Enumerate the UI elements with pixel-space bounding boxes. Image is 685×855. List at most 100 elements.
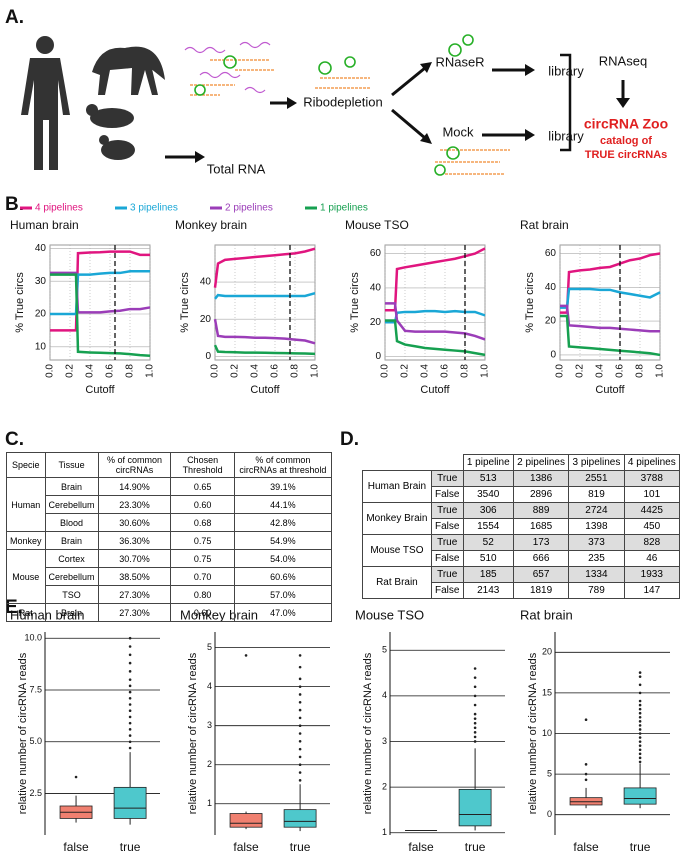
x-tick-label: 0.2 — [400, 364, 411, 378]
outlier — [128, 661, 132, 665]
x-tick-label: 0.4 — [595, 364, 606, 378]
table-cell: 2724 — [568, 502, 625, 519]
outlier — [128, 734, 132, 737]
outlier — [473, 726, 477, 730]
outlier — [298, 747, 302, 751]
y-tick-label: 3 — [207, 720, 212, 730]
table-cell: TSO — [44, 585, 99, 604]
table-cell: 42.8% — [233, 513, 333, 532]
outlier — [638, 752, 642, 756]
group-cell: Rat Brain — [362, 566, 432, 599]
chart-title: Mouse TSO — [345, 218, 409, 232]
y-tick-label: 10 — [35, 341, 47, 352]
outlier — [128, 653, 132, 657]
y-axis-label: relative number of circRNA reads — [527, 652, 539, 814]
line-series — [50, 250, 150, 332]
y-tick-label: 40 — [370, 283, 382, 294]
table-cell: 39.1% — [233, 477, 333, 496]
y-tick-label: 10.0 — [24, 633, 42, 643]
x-tick-label: 0.0 — [45, 364, 56, 378]
line-series — [50, 271, 151, 314]
rat-silhouette — [90, 108, 134, 128]
table-cell: 101 — [623, 486, 681, 503]
outlier — [298, 771, 302, 774]
header-cell: % of common circRNAs — [97, 452, 172, 478]
x-axis-label: Cutoff — [250, 384, 280, 396]
table-cell: 666 — [512, 550, 570, 567]
y-axis-label: relative number of circRNA reads — [362, 652, 374, 814]
outlier — [638, 720, 642, 723]
table-cell: 23.30% — [97, 495, 172, 514]
table-row: False 2143 1819 789 147 — [363, 582, 681, 599]
x-tick-label: 0.6 — [615, 364, 626, 378]
chart-title: Rat brain — [520, 218, 569, 232]
outlier — [638, 736, 642, 739]
x-tick-label: 0.8 — [290, 364, 301, 378]
outlier — [638, 675, 642, 678]
table-cell: 657 — [512, 566, 570, 583]
table-cell: 57.0% — [233, 585, 333, 604]
specie-cell: Rat — [6, 603, 46, 622]
table-cell: 36.30% — [97, 531, 172, 550]
outlier — [473, 685, 477, 689]
outlier — [74, 775, 78, 779]
y-tick-label: 40 — [35, 243, 47, 254]
table-cell: 0.70 — [170, 567, 235, 586]
table-row: Monkey Brain True 306 889 2724 4425 — [362, 502, 681, 535]
y-tick-label: 20 — [545, 316, 557, 327]
x-tick-label: 0.4 — [250, 364, 261, 378]
human-silhouette — [21, 58, 70, 170]
chart-title: Monkey brain — [175, 218, 247, 232]
outlier — [638, 740, 642, 743]
table-cell: 3788 — [623, 470, 681, 487]
x-tick-label: 0.0 — [555, 364, 566, 378]
mouse-head — [99, 135, 109, 145]
line-series — [213, 344, 316, 356]
x-tick-label: 1.0 — [655, 364, 666, 378]
outlier — [128, 721, 132, 725]
line-series — [560, 314, 661, 357]
header-row: 1 pipeline 2 pipelines 3 pipelines 4 pipeli… — [363, 454, 681, 471]
outlier — [244, 654, 248, 657]
table-c: Specie Tissue% of common circRNAs Chosen T… — [6, 452, 333, 622]
table-cell: 889 — [512, 502, 570, 519]
y-tick-label: 4 — [207, 681, 212, 691]
outlier — [298, 740, 302, 743]
y-tick-label: 10 — [542, 728, 552, 738]
mouse-silhouette — [101, 140, 135, 160]
outlier — [473, 712, 477, 716]
table-cell: 1386 — [512, 470, 570, 487]
human-head — [36, 36, 54, 54]
row-label: True — [430, 534, 464, 551]
table-cell: Cerebellum — [44, 567, 99, 586]
header-cell: % of common circRNAs at threshold — [233, 452, 333, 478]
plot-frame — [559, 244, 661, 361]
line-series — [560, 304, 660, 333]
table-row: Mouse Cortex 30.70% 0.75 54.0% — [6, 549, 333, 604]
line-series — [385, 302, 486, 341]
y-tick-label: 0 — [550, 350, 556, 361]
line-series — [560, 252, 661, 314]
y-tick-label: 20 — [35, 309, 47, 320]
x-tick-label: false — [233, 840, 259, 854]
table-row: Human Brain True 513 1386 2551 3788 — [362, 470, 681, 503]
legend-label: 3 pipelines — [130, 203, 178, 214]
outlier — [128, 696, 132, 700]
table-cell: 513 — [462, 470, 514, 487]
y-tick-label: 5 — [382, 645, 387, 655]
outlier — [638, 748, 642, 752]
outlier — [473, 740, 477, 743]
y-tick-label: 40 — [545, 282, 557, 293]
table-row: Blood 30.60% 0.68 42.8% — [7, 513, 333, 532]
x-tick-label: 1.0 — [480, 364, 491, 378]
y-tick-label: 40 — [200, 277, 212, 288]
table-cell: Brain — [44, 531, 99, 550]
x-tick-label: 0.2 — [230, 364, 241, 378]
monkey-silhouette — [92, 46, 165, 95]
table-cell: 0.75 — [170, 549, 235, 568]
y-tick-label: 4 — [382, 690, 387, 700]
outlier — [638, 760, 642, 764]
table-cell: 27.30% — [97, 585, 172, 604]
y-tick-label: 2 — [382, 781, 387, 791]
y-tick-label: 1 — [207, 798, 212, 808]
